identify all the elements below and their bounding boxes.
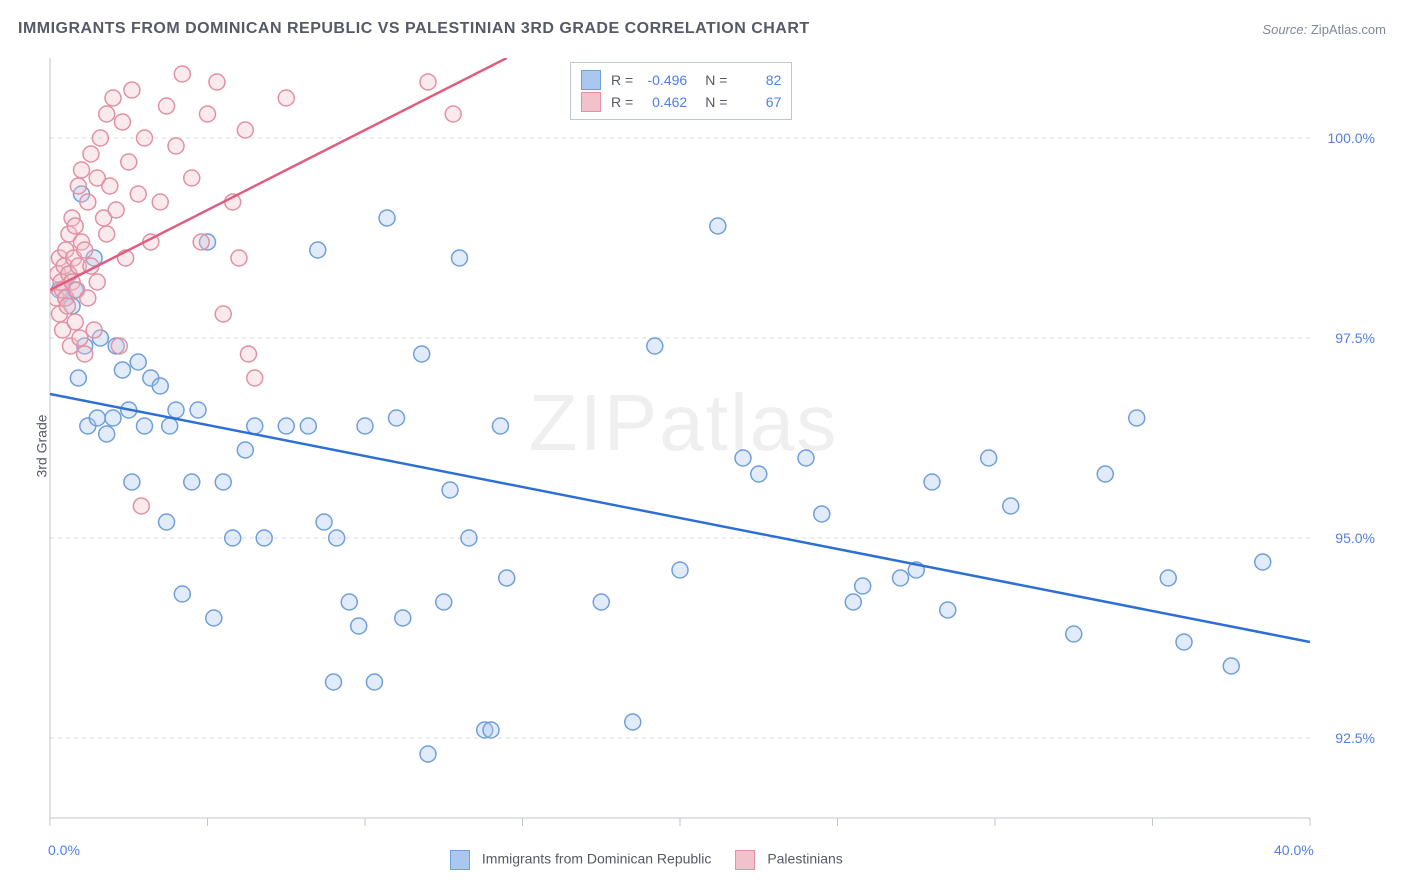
legend-n-value: 82 — [735, 69, 781, 91]
y-tick-label: 100.0% — [1328, 130, 1375, 146]
legend-label: Immigrants from Dominican Republic — [482, 851, 712, 867]
y-tick-label: 95.0% — [1335, 530, 1375, 546]
legend-n-label: N = — [705, 69, 727, 91]
y-tick-label: 97.5% — [1335, 330, 1375, 346]
legend-label: Palestinians — [767, 851, 843, 867]
legend-swatch-palestinian — [581, 92, 601, 112]
legend-item: Immigrants from Dominican Republic — [450, 850, 711, 870]
legend-r-value: 0.462 — [641, 91, 687, 113]
legend-r-label: R = — [611, 91, 633, 113]
x-axis-min-label: 0.0% — [48, 842, 80, 858]
legend-row: R = -0.496 N = 82 — [581, 69, 781, 91]
legend-r-label: R = — [611, 69, 633, 91]
legend-item: Palestinians — [735, 850, 842, 870]
legend-swatch-palestinian — [735, 850, 755, 870]
legend-n-label: N = — [705, 91, 727, 113]
legend-n-value: 67 — [735, 91, 781, 113]
scatter-chart: 92.5% 95.0% 97.5% 100.0% — [0, 0, 1406, 892]
legend-swatch-dominican — [581, 70, 601, 90]
y-tick-label: 92.5% — [1335, 730, 1375, 746]
legend-r-value: -0.496 — [641, 69, 687, 91]
legend-swatch-dominican — [450, 850, 470, 870]
legend-row: R = 0.462 N = 67 — [581, 91, 781, 113]
correlation-legend: R = -0.496 N = 82 R = 0.462 N = 67 — [570, 62, 792, 120]
x-axis-max-label: 40.0% — [1274, 842, 1314, 858]
series-legend: Immigrants from Dominican Republic Pales… — [450, 850, 843, 870]
